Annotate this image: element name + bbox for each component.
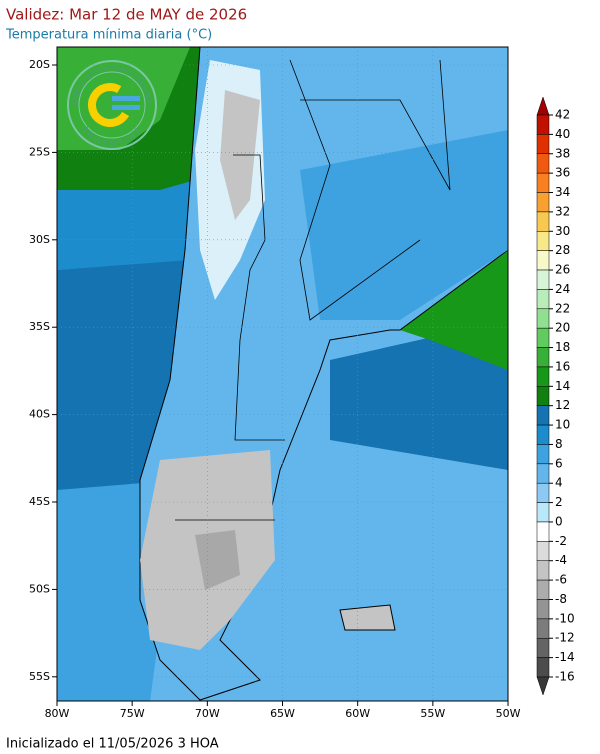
- colorbar-label: 26: [555, 263, 570, 277]
- colorbar-label: 18: [555, 340, 570, 354]
- colorbar-band: [536, 405, 550, 426]
- colorbar-label: 32: [555, 204, 570, 218]
- atlantic-green: [400, 250, 508, 370]
- colorbar-label: 12: [555, 398, 570, 412]
- grid: [57, 47, 508, 701]
- logo-stripe: [112, 96, 140, 101]
- border-line: [233, 154, 285, 441]
- title: Validez: Mar 12 de MAY de 2026: [6, 6, 247, 24]
- subtitle: Temperatura mínima diaria (°C): [5, 28, 212, 43]
- colorbar-label: 34: [555, 185, 570, 199]
- colorbar-arrow: [536, 96, 550, 116]
- colorbar-band: [536, 444, 550, 465]
- colorbar-label: 28: [555, 243, 570, 257]
- colorbar-label: 22: [555, 301, 570, 315]
- colorbar-label: 40: [555, 127, 570, 141]
- colorbar-band: [536, 289, 550, 310]
- colorbar-band: [536, 502, 550, 523]
- lon-label: 65W: [270, 707, 295, 720]
- colorbar-band: [536, 172, 550, 193]
- colorbar-label: -12: [555, 631, 575, 645]
- colorbar-band: [536, 269, 550, 290]
- colorbar-band: [536, 327, 550, 348]
- colorbar-band: [536, 482, 550, 503]
- colorbar-band: [536, 231, 550, 251]
- colorbar-label: 20: [555, 321, 570, 335]
- colorbar-label: 24: [555, 282, 570, 296]
- colorbar-band: [536, 637, 550, 658]
- colorbar-label: -10: [555, 611, 575, 625]
- colorbar-label: -6: [555, 573, 567, 587]
- colorbar-band: [536, 560, 550, 581]
- colorbar-label: -14: [555, 650, 575, 664]
- colorbar-label: 8: [555, 437, 563, 451]
- colorbar-label: 2: [555, 495, 563, 509]
- colorbar-band: [536, 250, 550, 271]
- lat-label: 30S: [29, 233, 50, 246]
- colorbar-band: [536, 521, 550, 542]
- islands: [339, 604, 396, 631]
- border-line: [289, 59, 421, 321]
- colorbar-arrow: [536, 676, 550, 696]
- map-area: SERVICIO METEOROLÓGICO NACIONAL ARGENTIN…: [57, 47, 508, 701]
- colorbar-band: [536, 579, 550, 600]
- colorbar-label: 38: [555, 146, 570, 160]
- logo-sun: [88, 83, 132, 127]
- colorbar-band: [536, 657, 550, 678]
- logo-stripe: [112, 105, 140, 110]
- colorbar-band: [536, 463, 550, 484]
- colorbar: 424038363432302826242220181614121086420-…: [536, 96, 575, 696]
- lon-label: 60W: [345, 707, 370, 720]
- colorbar-label: 16: [555, 359, 570, 373]
- colorbar-label: 30: [555, 224, 570, 238]
- colorbar-band: [536, 386, 550, 406]
- colorbar-band: [536, 541, 550, 561]
- colorbar-label: -2: [555, 534, 567, 548]
- lat-label: 20S: [29, 58, 50, 71]
- colorbar-label: 14: [555, 379, 570, 393]
- lat-label: 25S: [29, 145, 50, 158]
- colorbar-label: -4: [555, 553, 567, 567]
- lat-label: 45S: [29, 495, 50, 508]
- colorbar-label: -16: [555, 670, 575, 684]
- lat-label: 35S: [29, 320, 50, 333]
- colorbar-label: 0: [555, 514, 563, 528]
- lon-label: 55W: [420, 707, 445, 720]
- lat-label: 55S: [29, 670, 50, 683]
- logo-ring: [78, 71, 146, 139]
- colorbar-label: 4: [555, 476, 563, 490]
- colorbar-band: [536, 153, 550, 174]
- atlantic-mid: [330, 320, 508, 470]
- colorbar-band: [536, 192, 550, 213]
- colorbar-band: [536, 366, 550, 387]
- colorbar-label: 36: [555, 166, 570, 180]
- lat-label: 50S: [29, 582, 50, 595]
- north-east: [300, 130, 508, 320]
- logo-ring: [67, 60, 157, 150]
- colorbar-label: 10: [555, 418, 570, 432]
- colorbar-label: 6: [555, 456, 563, 470]
- colorbar-band: [536, 347, 550, 368]
- border-line: [300, 59, 451, 191]
- lat-label: 40S: [29, 408, 50, 421]
- colorbar-label: 42: [555, 108, 570, 122]
- colorbar-band: [536, 134, 550, 155]
- lon-label: 50W: [496, 707, 521, 720]
- lon-label: 75W: [120, 707, 145, 720]
- colorbar-band: [536, 424, 550, 445]
- colorbar-band: [536, 308, 550, 329]
- lon-label: 70W: [195, 707, 220, 720]
- colorbar-band: [536, 114, 550, 135]
- footer: Inicializado el 11/05/2026 3 HOA: [6, 737, 219, 751]
- colorbar-band: [536, 618, 550, 639]
- colorbar-label: -8: [555, 592, 567, 606]
- patagonia-colder: [195, 530, 240, 590]
- colorbar-band: [536, 599, 550, 620]
- axis-labels: 20S 25S 30S 35S 40S 45S 50S 55S 80W 75W 70W 65W 60W 5…: [29, 58, 521, 720]
- colorbar-band: [536, 211, 550, 232]
- lon-label: 80W: [45, 707, 70, 720]
